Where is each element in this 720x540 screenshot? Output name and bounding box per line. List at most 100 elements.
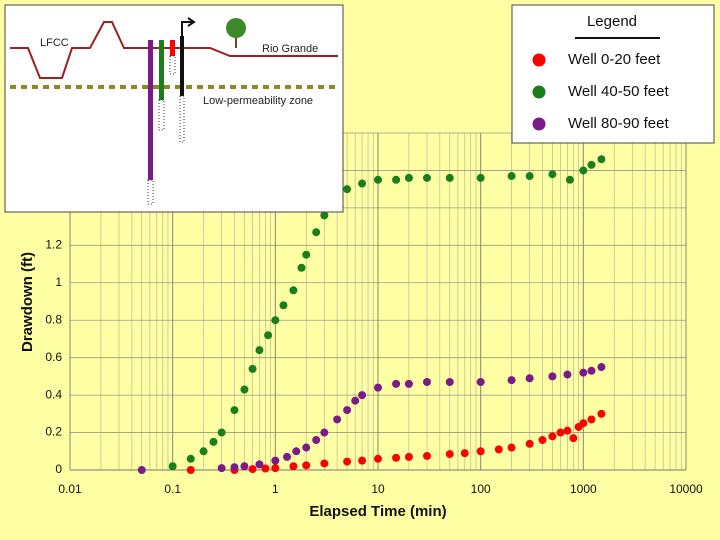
data-point bbox=[563, 370, 572, 379]
data-point bbox=[597, 155, 606, 164]
data-point bbox=[445, 450, 454, 459]
data-point bbox=[587, 415, 596, 424]
data-point bbox=[289, 462, 298, 471]
x-tick-label: 0.1 bbox=[164, 482, 181, 496]
data-point bbox=[271, 464, 280, 473]
data-point bbox=[476, 447, 485, 456]
data-point bbox=[248, 465, 257, 474]
data-point bbox=[548, 170, 557, 179]
ground-surface bbox=[10, 21, 338, 79]
data-point bbox=[217, 428, 226, 437]
data-point bbox=[374, 383, 382, 392]
data-point bbox=[507, 172, 516, 181]
data-point bbox=[255, 346, 264, 355]
legend-marker bbox=[532, 117, 546, 131]
data-point bbox=[525, 374, 534, 383]
inset-label: Rio Grande bbox=[262, 43, 318, 55]
legend-label: Well 0-20 feet bbox=[568, 51, 661, 68]
data-point bbox=[283, 452, 292, 461]
data-point bbox=[248, 364, 257, 373]
y-tick-label: 0 bbox=[55, 462, 62, 476]
inset-label: Low-permeability zone bbox=[203, 95, 313, 107]
data-point bbox=[422, 451, 431, 460]
data-point bbox=[392, 175, 401, 184]
data-point bbox=[264, 331, 273, 340]
data-point bbox=[579, 419, 588, 428]
data-point bbox=[422, 378, 431, 387]
data-point bbox=[422, 173, 431, 182]
data-point bbox=[548, 432, 557, 441]
data-point bbox=[569, 434, 578, 443]
data-point bbox=[217, 464, 226, 473]
data-point bbox=[230, 463, 239, 472]
data-point bbox=[292, 447, 301, 456]
x-axis-title: Elapsed Time (min) bbox=[309, 503, 446, 520]
data-point bbox=[279, 301, 288, 310]
data-point bbox=[186, 466, 195, 474]
data-point bbox=[302, 461, 311, 470]
data-point bbox=[525, 439, 534, 448]
y-tick-label: 1.2 bbox=[45, 238, 62, 252]
tree-crown bbox=[226, 18, 246, 38]
data-point bbox=[579, 166, 588, 175]
x-tick-label: 0.01 bbox=[58, 482, 82, 496]
screen bbox=[158, 99, 165, 131]
well-mid bbox=[159, 40, 164, 100]
data-point bbox=[563, 426, 572, 435]
data-point bbox=[525, 172, 534, 181]
legend-label: Well 40-50 feet bbox=[568, 83, 669, 100]
data-point bbox=[404, 452, 413, 461]
data-point bbox=[587, 366, 596, 375]
data-point bbox=[351, 396, 360, 405]
data-point bbox=[230, 406, 239, 415]
data-point bbox=[209, 437, 218, 446]
data-point bbox=[271, 456, 280, 465]
data-point bbox=[320, 459, 329, 468]
data-point bbox=[556, 428, 565, 437]
x-tick-label: 10000 bbox=[669, 482, 703, 496]
inset-label: LFCC bbox=[40, 37, 69, 49]
screen bbox=[147, 179, 154, 205]
legend-label: Well 80-90 feet bbox=[568, 115, 669, 132]
legend-title: Legend bbox=[587, 13, 637, 30]
data-point bbox=[404, 173, 413, 182]
data-point bbox=[538, 436, 547, 445]
y-tick-label: 1 bbox=[55, 275, 62, 289]
data-point bbox=[445, 378, 454, 387]
well-deep bbox=[148, 40, 153, 180]
data-point bbox=[392, 453, 401, 462]
data-point bbox=[579, 368, 588, 377]
data-point bbox=[289, 286, 298, 295]
data-point bbox=[302, 443, 311, 452]
data-point bbox=[392, 379, 401, 388]
data-point bbox=[358, 456, 367, 465]
data-point bbox=[312, 436, 321, 445]
data-point bbox=[186, 454, 195, 463]
data-point bbox=[565, 175, 574, 184]
x-tick-label: 1 bbox=[272, 482, 279, 496]
data-point bbox=[240, 462, 249, 471]
data-point bbox=[597, 363, 606, 372]
data-point bbox=[445, 173, 454, 182]
data-point bbox=[507, 443, 516, 452]
data-point bbox=[507, 376, 516, 385]
inset-box bbox=[4, 4, 344, 213]
y-tick-label: 0.4 bbox=[45, 387, 62, 401]
data-point bbox=[343, 406, 352, 415]
well-shallow bbox=[170, 40, 175, 56]
data-point bbox=[343, 185, 352, 194]
data-point bbox=[404, 379, 413, 388]
data-point bbox=[240, 385, 249, 394]
data-point bbox=[271, 316, 280, 325]
data-point bbox=[199, 447, 208, 456]
x-tick-label: 100 bbox=[471, 482, 491, 496]
data-point bbox=[333, 415, 342, 424]
data-point bbox=[476, 378, 485, 387]
data-point bbox=[137, 466, 146, 474]
data-point bbox=[460, 449, 469, 458]
x-tick-label: 10 bbox=[371, 482, 385, 496]
data-point bbox=[358, 179, 367, 188]
data-point bbox=[312, 228, 321, 237]
